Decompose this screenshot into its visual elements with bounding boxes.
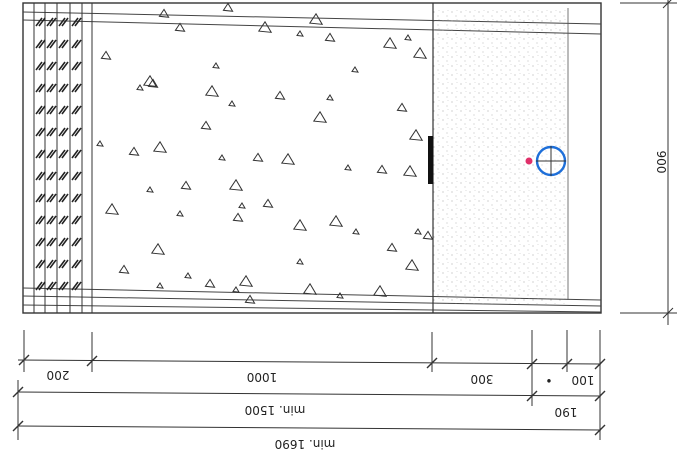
aggregate-marks	[96, 2, 434, 304]
insulation-layer	[33, 3, 93, 313]
plaster-layer	[433, 8, 568, 304]
dim-1000: 1000	[247, 370, 278, 384]
height-label: 900	[654, 151, 668, 174]
concrete-layer	[92, 8, 433, 304]
dim-min-1690: min. 1690	[275, 437, 336, 450]
dim-bullet: •	[545, 373, 552, 387]
dim-300: 300	[471, 372, 494, 386]
dimension-labels: 200 1000 300 • 100 min. 1500 190 min. 16…	[47, 368, 595, 450]
height-dimension	[620, 0, 677, 325]
dim-190: 190	[555, 405, 578, 419]
wall-outline	[22, 2, 602, 314]
dimension-lines	[12, 330, 606, 440]
joint-marker	[428, 136, 433, 184]
dim-100: 100	[572, 373, 595, 387]
crosshair-icon[interactable]	[525, 145, 567, 177]
dim-200: 200	[47, 368, 70, 382]
dim-min-1500: min. 1500	[245, 403, 306, 417]
